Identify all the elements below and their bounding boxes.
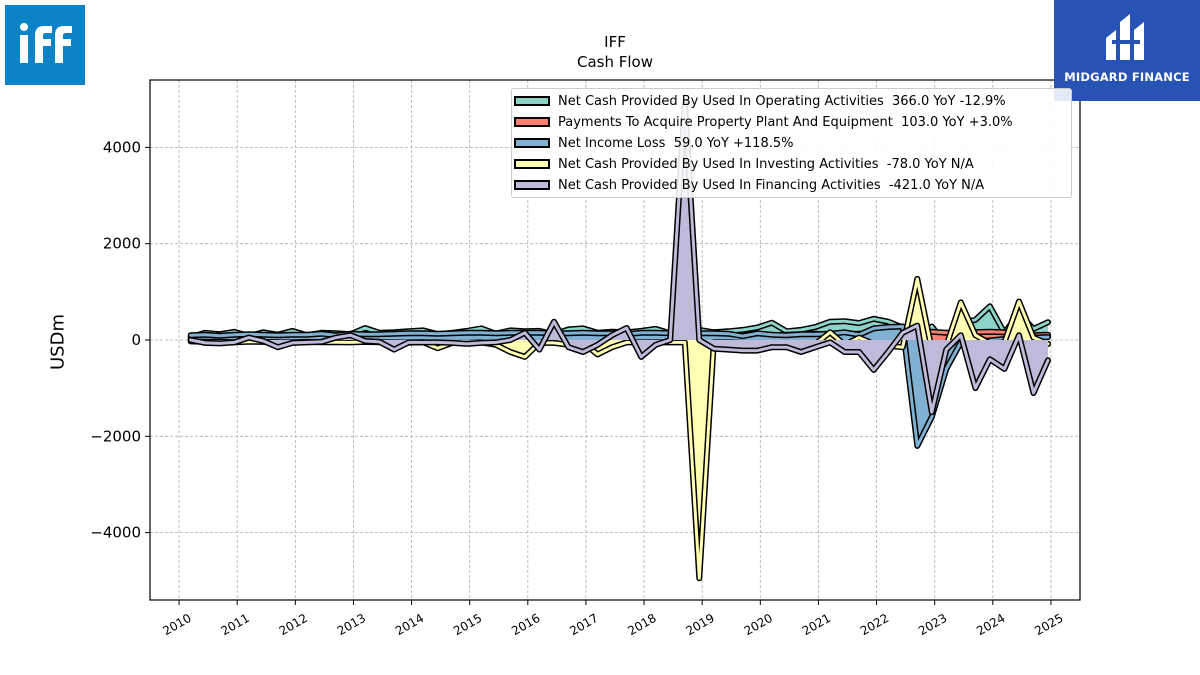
x-tick-label: 2010 (160, 611, 193, 638)
x-tick-label: 2022 (858, 611, 891, 638)
x-tick-label: 2020 (742, 611, 775, 638)
x-tick-label: 2014 (393, 611, 426, 638)
legend-label-net-income: Net Income Loss 59.0 YoY +118.5% (558, 135, 794, 151)
legend-item-capex: Payments To Acquire Property Plant And E… (514, 112, 1013, 132)
x-tick-label: 2012 (277, 611, 310, 638)
legend-label-capex: Payments To Acquire Property Plant And E… (558, 114, 1013, 130)
legend-label-financing: Net Cash Provided By Used In Financing A… (558, 177, 985, 193)
x-tick-label: 2015 (451, 611, 484, 638)
axes: −4000 −2000 0 2000 4000 2010 2011 2012 2013 2014 2… (90, 138, 1065, 638)
legend-swatch-net-income (514, 138, 550, 148)
series-line-4 (189, 100, 1050, 414)
x-tick-label: 2011 (218, 611, 251, 638)
midgard-emblem-icon (1106, 14, 1144, 60)
legend: Net Cash Provided By Used In Operating A… (511, 88, 1072, 198)
midgard-finance-logo: MIDGARD FINANCE (1054, 0, 1200, 101)
y-tick-label: 4000 (103, 138, 141, 156)
legend-label-investing: Net Cash Provided By Used In Investing A… (558, 156, 974, 172)
x-tick-label: 2017 (567, 611, 600, 638)
series-layer (187, 98, 1051, 582)
y-tick-label: 0 (131, 331, 141, 349)
legend-swatch-investing (514, 159, 550, 169)
iff-logo-icon (20, 23, 72, 63)
chart-title: IFF (604, 33, 626, 51)
midgard-finance-wordmark: MIDGARD FINANCE (1064, 70, 1190, 84)
x-tick-label: 2021 (800, 611, 833, 638)
legend-swatch-financing (514, 180, 550, 190)
legend-label-operating: Net Cash Provided By Used In Operating A… (558, 93, 1006, 109)
series-area-2 (190, 326, 1048, 446)
x-tick-label: 2013 (335, 611, 368, 638)
legend-swatch-operating (514, 96, 550, 106)
chart-subtitle: Cash Flow (577, 53, 653, 71)
y-tick-label: 2000 (103, 235, 141, 253)
x-tick-label: 2025 (1032, 611, 1065, 638)
legend-item-financing: Net Cash Provided By Used In Financing A… (514, 175, 984, 195)
x-tick-label: 2024 (974, 611, 1007, 638)
y-axis-label: USDm (47, 314, 69, 370)
x-tick-label: 2019 (683, 611, 716, 638)
legend-item-net-income: Net Income Loss 59.0 YoY +118.5% (514, 133, 793, 153)
legend-swatch-capex (514, 117, 550, 127)
y-tick-label: −2000 (90, 427, 141, 445)
x-tick-label: 2016 (509, 611, 542, 638)
legend-item-operating: Net Cash Provided By Used In Operating A… (514, 91, 1006, 111)
x-tick-label: 2023 (916, 611, 949, 638)
legend-item-investing: Net Cash Provided By Used In Investing A… (514, 154, 974, 174)
iff-logo (5, 5, 85, 85)
x-tick-label: 2018 (625, 611, 658, 638)
y-tick-label: −4000 (90, 524, 141, 542)
